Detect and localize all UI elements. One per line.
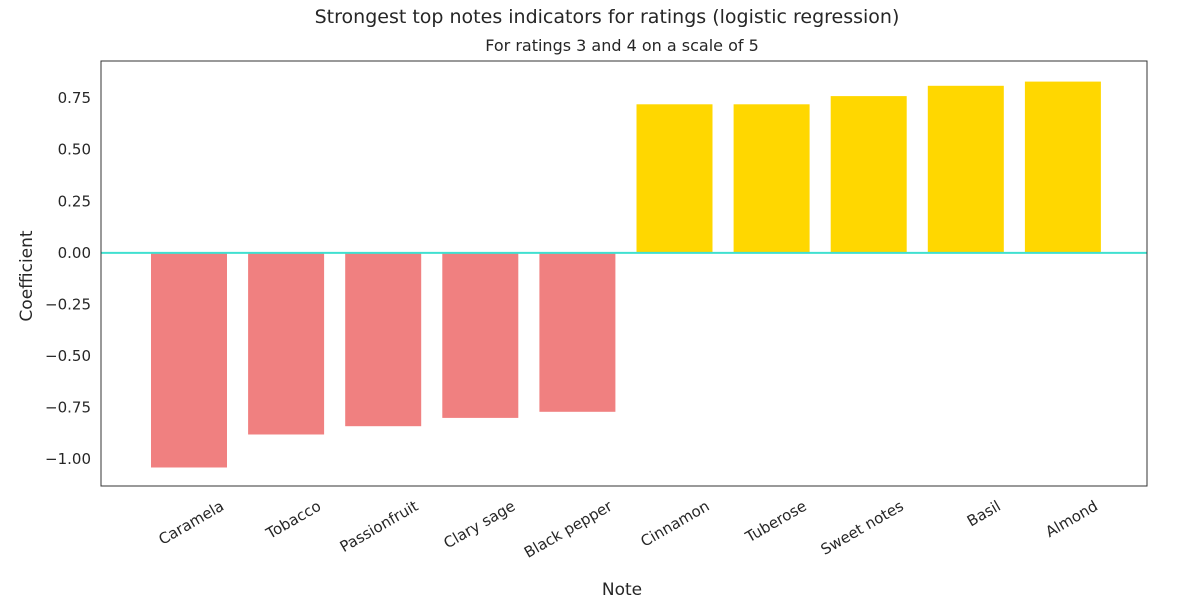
y-tick-label: −0.50 <box>45 347 91 365</box>
y-tick-label: −1.00 <box>45 450 91 468</box>
y-axis-label: Coefficient <box>17 230 37 321</box>
x-axis-ticks: Caramela Tobacco Passionfruit Clary sage Bla… <box>155 496 1100 561</box>
bars-group <box>151 81 1101 468</box>
y-tick-label: 0.75 <box>58 89 91 107</box>
x-tick-label: Almond <box>1042 497 1101 541</box>
x-tick-label: Clary sage <box>441 497 519 552</box>
x-tick-label: Cinnamon <box>638 497 713 551</box>
x-tick-label: Tuberose <box>742 497 810 547</box>
bar-cinnamon <box>636 104 713 253</box>
y-tick-label: 0.00 <box>58 244 91 262</box>
x-tick-label: Caramela <box>155 497 227 549</box>
y-tick-label: −0.25 <box>45 295 91 313</box>
bar-almond <box>1024 81 1101 253</box>
chart-subtitle: For ratings 3 and 4 on a scale of 5 <box>485 36 759 55</box>
y-tick-label: 0.25 <box>58 192 91 210</box>
bar-caramela <box>151 252 227 468</box>
bar-black-pepper <box>539 252 616 412</box>
chart-title: Strongest top notes indicators for ratin… <box>315 6 900 28</box>
bar-sweet-notes <box>830 96 907 253</box>
bar-clary-sage <box>442 252 519 418</box>
y-axis-ticks: −1.00 −0.75 −0.50 −0.25 0.00 0.25 0.50 0.75 <box>45 89 91 468</box>
bar-tobacco <box>248 252 325 435</box>
x-tick-label: Sweet notes <box>818 497 907 559</box>
x-tick-label: Basil <box>964 497 1004 530</box>
plot-frame <box>100 60 1148 487</box>
y-tick-label: 0.50 <box>58 141 91 159</box>
x-tick-label: Tobacco <box>262 497 324 543</box>
x-tick-label: Passionfruit <box>337 497 421 556</box>
bar-passionfruit <box>345 252 422 427</box>
x-axis-label: Note <box>602 580 642 600</box>
bar-basil <box>927 85 1004 253</box>
bar-tuberose <box>733 104 810 253</box>
y-tick-label: −0.75 <box>45 399 91 417</box>
x-tick-label: Black pepper <box>521 496 616 561</box>
